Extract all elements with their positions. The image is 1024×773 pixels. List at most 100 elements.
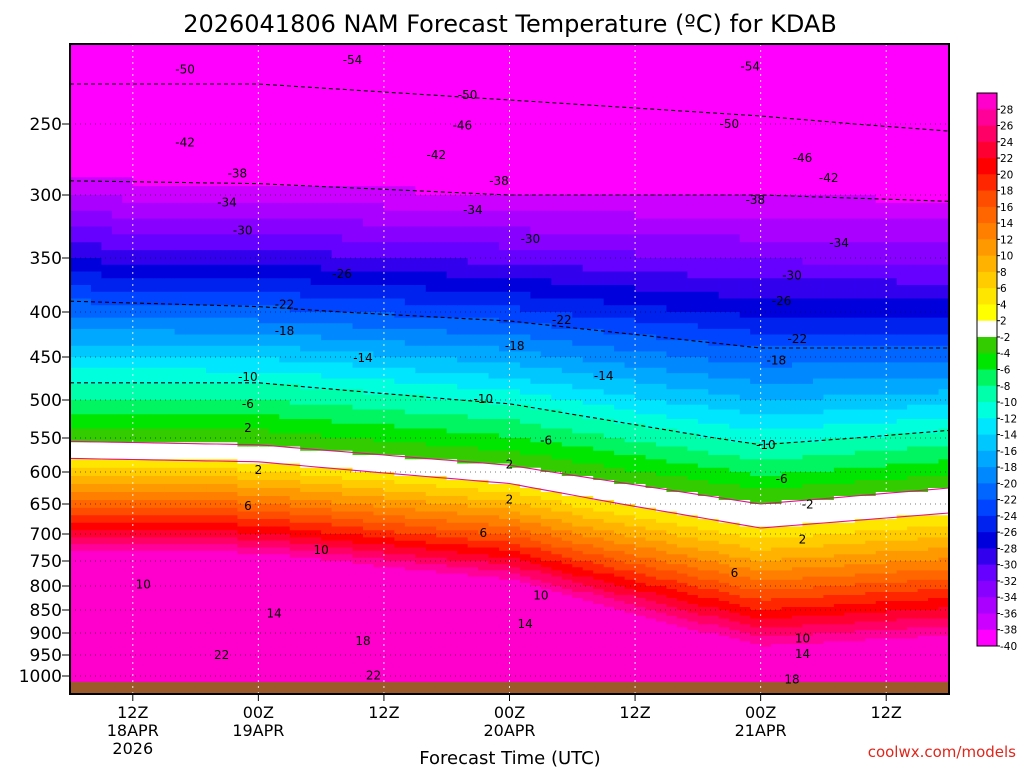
temperature-cell: [143, 657, 155, 661]
temperature-cell: [195, 586, 207, 590]
temperature-cell: [383, 177, 395, 187]
temperature-cell: [394, 660, 406, 664]
temperature-cell: [342, 159, 354, 169]
temperature-cell: [373, 242, 385, 251]
temperature-cell: [90, 258, 102, 266]
temperature-cell: [268, 598, 280, 602]
temperature-cell: [394, 378, 406, 385]
temperature-cell: [268, 496, 280, 501]
temperature-cell: [279, 414, 291, 420]
temperature-cell: [363, 638, 375, 642]
temperature-cell: [101, 540, 113, 545]
temperature-cell: [310, 540, 322, 545]
temperature-cell: [383, 624, 395, 628]
temperature-cell: [122, 433, 134, 439]
temperature-cell: [300, 670, 312, 674]
temperature-cell: [153, 234, 165, 243]
temperature-cell: [247, 64, 259, 75]
temperature-cell: [226, 598, 239, 602]
temperature-cell: [195, 641, 207, 645]
temperature-cell: [216, 618, 228, 623]
temperature-cell: [446, 394, 458, 401]
temperature-cell: [436, 351, 448, 358]
temperature-cell: [383, 576, 395, 581]
temperature-cell: [279, 573, 291, 578]
temperature-cell: [279, 104, 291, 115]
temperature-cell: [258, 641, 270, 645]
temperature-cell: [70, 673, 82, 677]
temperature-cell: [436, 383, 448, 390]
temperature-cell: [425, 334, 437, 341]
temperature-cell: [425, 226, 437, 235]
temperature-cell: [457, 515, 469, 520]
temperature-cell: [143, 492, 155, 497]
temperature-cell: [153, 305, 165, 313]
temperature-cell: [258, 492, 270, 497]
temperature-cell: [111, 610, 123, 614]
temperature-cell: [216, 414, 228, 420]
temperature-cell: [70, 442, 82, 448]
temperature-cell: [101, 159, 113, 169]
temperature-cell: [111, 394, 123, 401]
temperature-cell: [226, 673, 239, 677]
temperature-cell: [425, 488, 437, 493]
temperature-cell: [80, 638, 92, 642]
temperature-cell: [342, 522, 354, 528]
temperature-cell: [247, 652, 259, 656]
temperature-cell: [394, 400, 406, 406]
temperature-cell: [174, 476, 186, 481]
temperature-cell: [331, 446, 343, 452]
temperature-cell: [216, 480, 228, 485]
temperature-cell: [185, 550, 197, 555]
temperature-cell: [352, 463, 364, 469]
temperature-cell: [436, 582, 448, 587]
temperature-cell: [111, 676, 123, 682]
temperature-cell: [185, 676, 197, 682]
temperature-cell: [404, 635, 416, 640]
temperature-cell: [206, 357, 218, 363]
temperature-cell: [310, 442, 322, 448]
temperature-cell: [342, 638, 354, 642]
temperature-cell: [164, 383, 176, 390]
temperature-cell: [300, 522, 312, 528]
temperature-cell: [268, 547, 280, 552]
temperature-cell: [132, 511, 144, 516]
temperature-cell: [394, 618, 406, 623]
temperature-cell: [457, 433, 469, 439]
temperature-cell: [331, 655, 343, 659]
temperature-cell: [394, 64, 406, 75]
temperature-cell: [331, 665, 343, 669]
temperature-cell: [321, 177, 333, 187]
temperature-cell: [310, 547, 322, 552]
temperature-cell: [153, 652, 165, 656]
temperature-cell: [436, 472, 448, 477]
temperature-cell: [321, 657, 333, 661]
temperature-cell: [352, 419, 364, 425]
temperature-cell: [111, 340, 123, 347]
temperature-cell: [226, 484, 239, 489]
temperature-cell: [153, 467, 165, 473]
temperature-cell: [268, 345, 280, 352]
temperature-cell: [70, 383, 82, 390]
temperature-cell: [383, 550, 395, 555]
temperature-cell: [101, 446, 113, 452]
temperature-cell: [122, 357, 134, 363]
temperature-cell: [122, 665, 134, 669]
temperature-cell: [247, 414, 259, 420]
temperature-cell: [80, 285, 92, 293]
temperature-cell: [247, 476, 259, 481]
temperature-cell: [268, 537, 280, 542]
temperature-cell: [436, 607, 448, 611]
temperature-cell: [446, 44, 458, 55]
temperature-cell: [174, 607, 186, 611]
temperature-cell: [289, 670, 301, 674]
temperature-cell: [195, 496, 207, 501]
temperature-cell: [164, 576, 176, 581]
temperature-cell: [363, 367, 375, 374]
temperature-cell: [122, 595, 134, 599]
temperature-cell: [237, 570, 249, 575]
temperature-cell: [164, 665, 176, 669]
temperature-cell: [446, 409, 458, 415]
temperature-cell: [258, 150, 270, 161]
temperature-cell: [174, 186, 186, 196]
